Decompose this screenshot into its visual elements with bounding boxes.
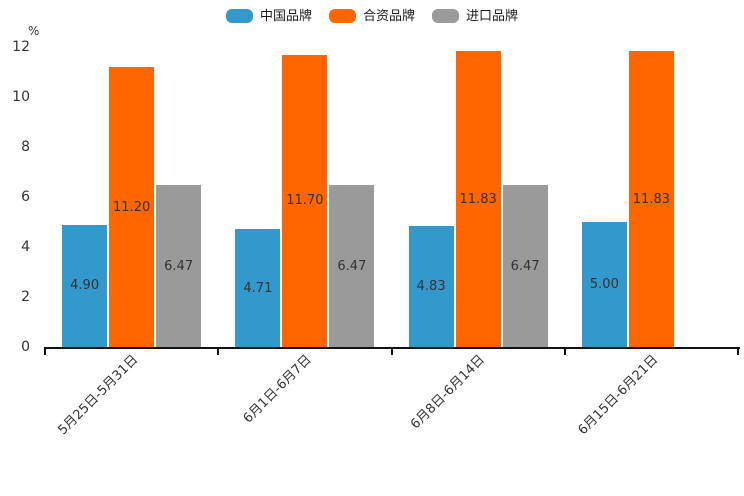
bar-joint-venture-brand: 11.20	[109, 67, 155, 347]
bar-joint-venture-brand: 11.83	[455, 51, 501, 347]
bar-import-brand: 6.47	[502, 185, 548, 347]
bar-value-label: 4.90	[70, 278, 100, 294]
bar-value-label: 6.47	[164, 258, 194, 274]
legend-swatch-import-brand	[432, 9, 459, 23]
bar-value-label: 11.83	[632, 191, 670, 207]
x-axis-label: 6月8日-6月14日	[408, 352, 489, 433]
bar-import-brand: 6.47	[329, 185, 375, 347]
x-axis-line	[44, 347, 740, 349]
bar-value-label: 11.83	[459, 191, 497, 207]
y-axis-tick-label: 2	[21, 289, 30, 305]
bar-china-brand: 4.71	[235, 229, 281, 347]
legend-swatch-china-brand	[225, 9, 253, 23]
legend-label: 进口品牌	[466, 8, 519, 24]
legend-swatch-joint-venture-brand	[328, 9, 356, 23]
bar-china-brand: 4.83	[408, 226, 454, 347]
bar-value-label: 11.20	[113, 199, 151, 215]
x-axis-tick	[217, 349, 220, 355]
x-axis-label: 6月15日-6月21日	[575, 352, 662, 439]
legend-label: 中国品牌	[259, 8, 312, 24]
y-axis-tick-label: 0	[21, 339, 30, 355]
bar-value-label: 11.70	[286, 193, 324, 209]
bar-import-brand: 6.47	[156, 185, 202, 347]
bar-china-brand: 5.00	[581, 222, 627, 347]
y-axis-tick-label: 4	[21, 239, 30, 255]
legend-item-china-brand[interactable]: 中国品牌	[225, 8, 312, 24]
legend-item-import-brand[interactable]: 进口品牌	[432, 9, 518, 23]
x-axis-tick	[737, 349, 739, 355]
x-axis-tick	[563, 349, 566, 355]
legend-label: 合资品牌	[362, 8, 415, 24]
y-axis-tick-label: 10	[12, 89, 30, 105]
bar-value-label: 5.00	[589, 277, 619, 292]
bar-value-label: 4.71	[243, 280, 273, 296]
y-axis-tick-label: 8	[21, 139, 30, 155]
legend-item-joint-venture-brand[interactable]: 合资品牌	[328, 8, 415, 24]
bar-china-brand: 4.90	[62, 224, 108, 347]
x-axis-tick	[390, 349, 393, 355]
bar-joint-venture-brand: 11.83	[628, 51, 674, 347]
bar-value-label: 4.83	[416, 279, 446, 295]
y-axis-tick-label: 12	[12, 39, 30, 55]
x-axis-label: 5月25日-5月31日	[55, 352, 142, 439]
bar-value-label: 6.47	[337, 258, 367, 274]
x-axis-tick	[44, 349, 46, 355]
bar-value-label: 6.47	[510, 258, 540, 274]
bar-joint-venture-brand: 11.70	[282, 54, 328, 347]
legend: 中国品牌 合资品牌 进口品牌	[0, 9, 744, 23]
y-axis-unit-label: %	[28, 24, 40, 38]
y-axis-tick-label: 6	[21, 189, 30, 205]
x-axis-label: 6月1日-6月7日	[240, 352, 315, 427]
